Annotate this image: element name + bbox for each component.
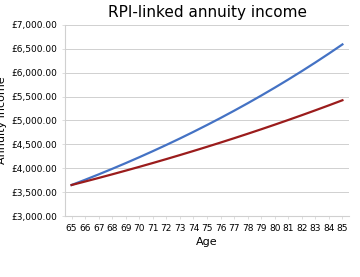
Proposed RPI [178, 153, 182, 157]
Current RPI [69, 183, 74, 187]
Current RPI [340, 43, 345, 46]
Current RPI [313, 61, 318, 64]
Proposed RPI [300, 114, 304, 117]
Proposed RPI [191, 149, 195, 153]
Proposed RPI [137, 165, 141, 168]
Current RPI [164, 143, 168, 147]
Y-axis label: Annuity Income: Annuity Income [0, 77, 7, 164]
Proposed RPI [246, 132, 250, 135]
Proposed RPI [123, 169, 128, 172]
Current RPI [300, 70, 304, 73]
Current RPI [273, 86, 277, 89]
Proposed RPI [219, 141, 223, 144]
Current RPI [246, 102, 250, 105]
Proposed RPI [96, 176, 101, 179]
Current RPI [123, 161, 128, 165]
Proposed RPI [232, 137, 236, 140]
Proposed RPI [259, 128, 263, 131]
Line: Proposed RPI: Proposed RPI [72, 100, 342, 185]
Current RPI [219, 116, 223, 120]
Current RPI [259, 94, 263, 97]
Current RPI [110, 167, 114, 170]
Current RPI [232, 109, 236, 112]
Current RPI [205, 123, 209, 127]
Current RPI [178, 137, 182, 140]
Current RPI [191, 130, 195, 134]
Proposed RPI [110, 173, 114, 176]
Current RPI [151, 150, 155, 153]
Current RPI [83, 178, 87, 181]
X-axis label: Age: Age [196, 237, 218, 247]
Proposed RPI [273, 123, 277, 126]
Proposed RPI [83, 180, 87, 183]
Title: RPI-linked annuity income: RPI-linked annuity income [108, 5, 306, 20]
Proposed RPI [327, 104, 331, 107]
Current RPI [137, 156, 141, 159]
Line: Current RPI: Current RPI [72, 44, 342, 185]
Current RPI [327, 52, 331, 55]
Proposed RPI [164, 157, 168, 161]
Proposed RPI [151, 161, 155, 165]
Current RPI [96, 173, 101, 176]
Current RPI [286, 78, 291, 81]
Proposed RPI [313, 109, 318, 112]
Proposed RPI [340, 99, 345, 102]
Proposed RPI [205, 145, 209, 148]
Proposed RPI [286, 118, 291, 122]
Proposed RPI [69, 183, 74, 187]
